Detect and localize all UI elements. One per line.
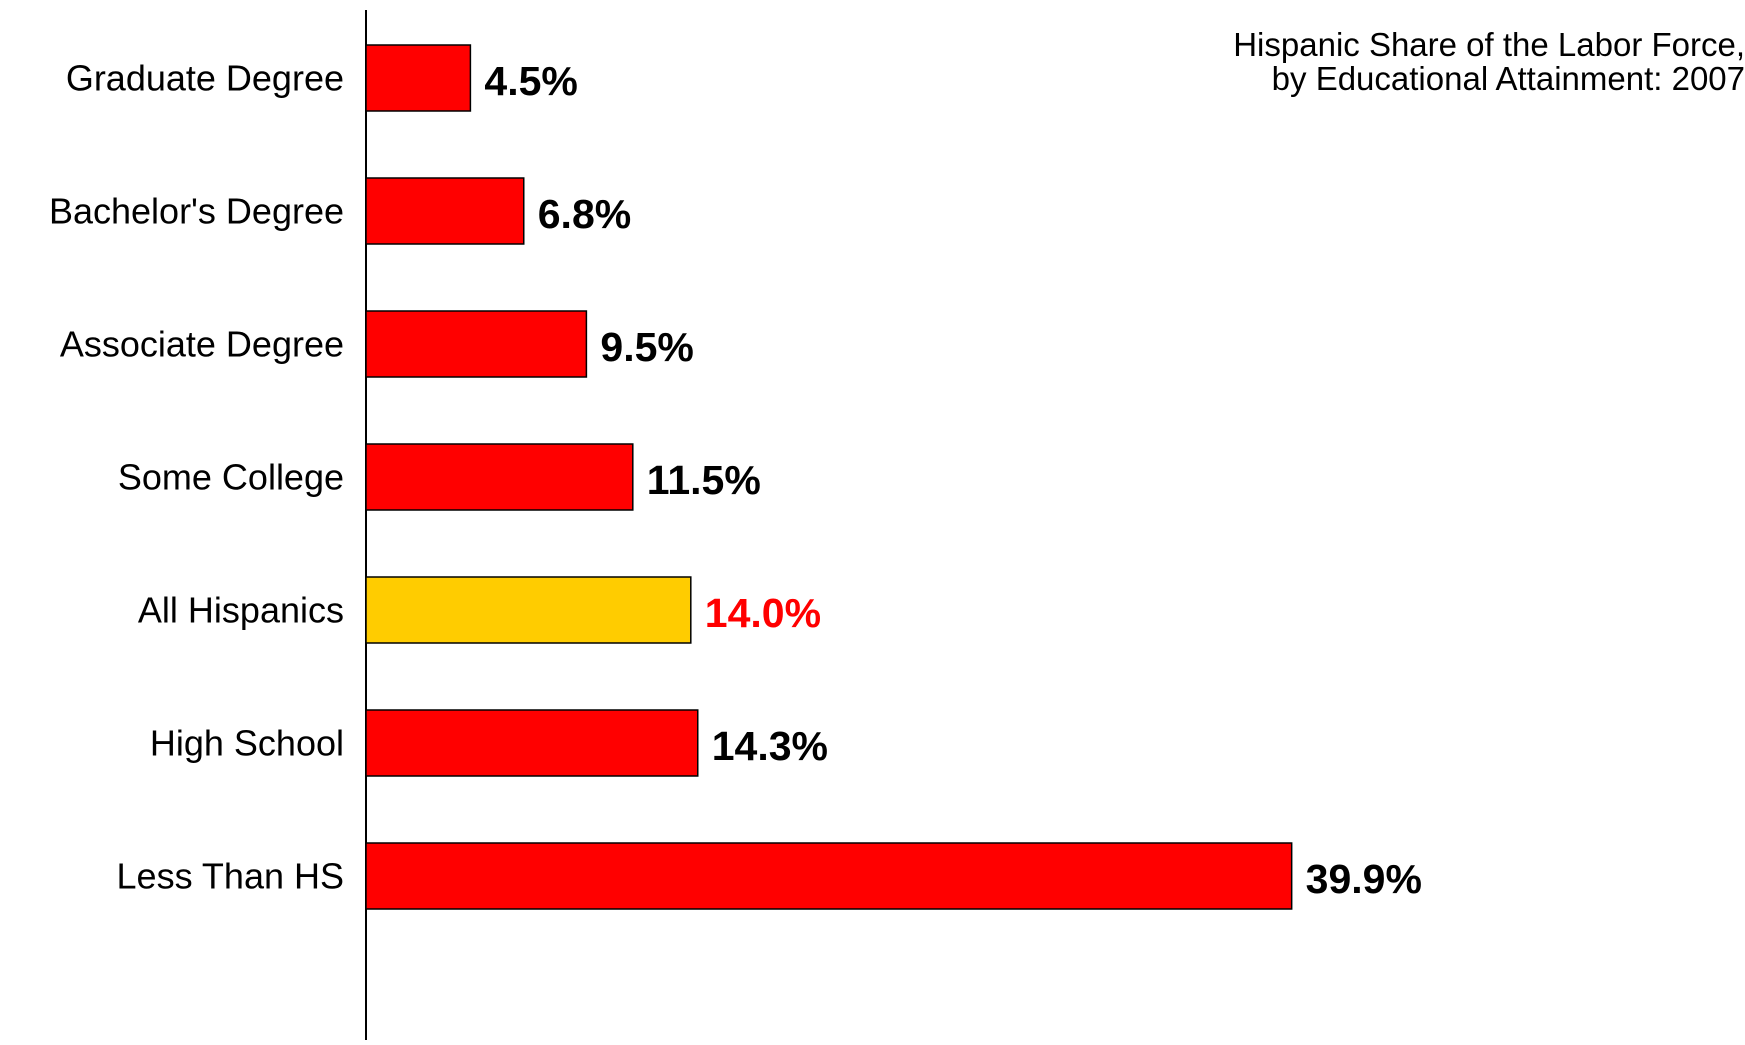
value-label-some-college: 11.5% [647, 457, 761, 503]
bar-bachelor-s-degree [365, 177, 525, 245]
value-label-graduate-degree: 4.5% [484, 58, 577, 104]
category-label-all-hispanics: All Hispanics [138, 590, 344, 631]
bar-some-college [365, 443, 634, 511]
value-label-less-than-hs: 39.9% [1306, 856, 1422, 902]
category-label-associate-degree: Associate Degree [60, 324, 344, 365]
value-label-all-hispanics: 14.0% [705, 590, 821, 636]
value-label-associate-degree: 9.5% [600, 324, 693, 370]
chart-title: Hispanic Share of the Labor Force, by Ed… [1045, 28, 1745, 96]
bar-less-than-hs [365, 842, 1293, 910]
bar-associate-degree [365, 310, 588, 378]
chart-title-line2: by Educational Attainment: 2007 [1271, 60, 1745, 97]
category-label-less-than-hs: Less Than HS [117, 856, 344, 897]
category-label-some-college: Some College [118, 457, 344, 498]
value-label-bachelor-s-degree: 6.8% [538, 191, 631, 237]
bar-graduate-degree [365, 44, 472, 112]
bar-all-hispanics [365, 576, 692, 644]
bar-high-school [365, 709, 699, 777]
chart-title-line1: Hispanic Share of the Labor Force, [1233, 26, 1745, 63]
value-label-high-school: 14.3% [712, 723, 828, 769]
category-label-bachelor-s-degree: Bachelor's Degree [49, 191, 344, 232]
category-label-high-school: High School [150, 723, 344, 764]
category-label-graduate-degree: Graduate Degree [66, 58, 344, 99]
